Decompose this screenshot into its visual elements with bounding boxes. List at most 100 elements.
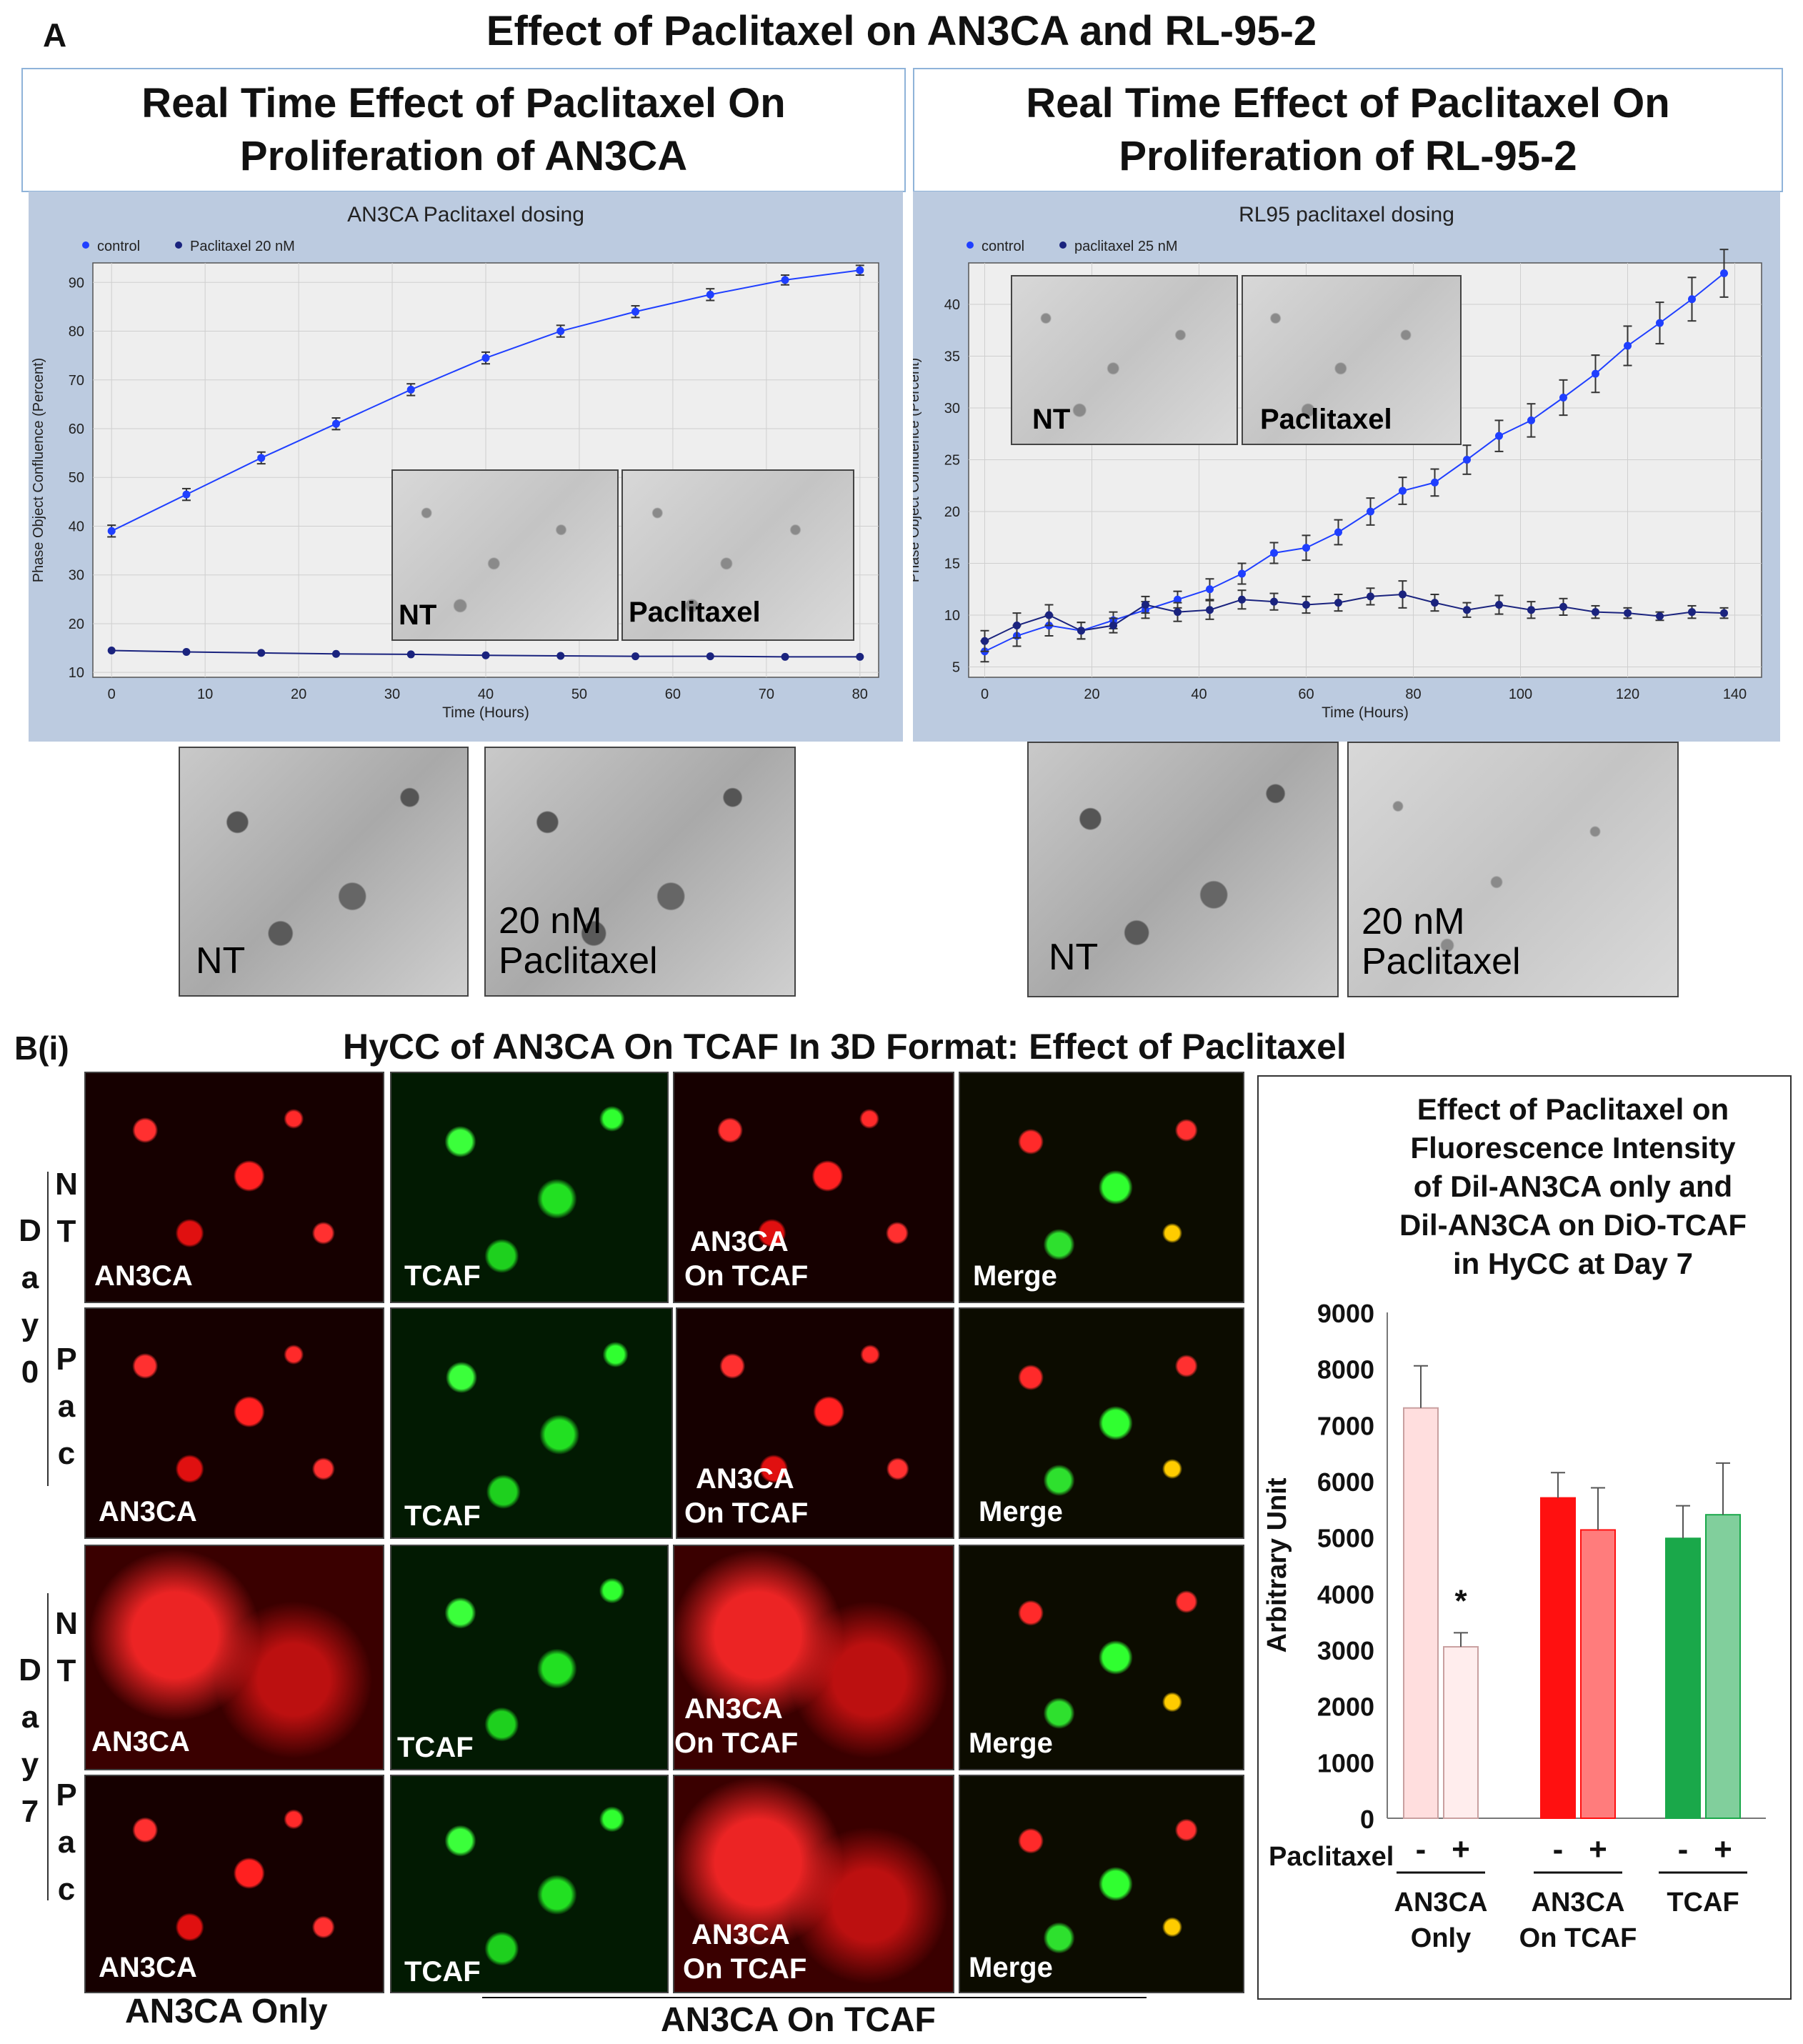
bar-y-tick-label: 4000 (1317, 1580, 1374, 1609)
an3ca-data-point (331, 419, 340, 428)
an3ca-data-point (107, 646, 116, 654)
pac-letter: c (57, 1872, 76, 1907)
rl95-x-tick-label: 0 (981, 687, 989, 702)
day0-pac-label: P a c (50, 1336, 83, 1477)
day7-letter: y (21, 1747, 39, 1782)
image-label: TCAF (404, 1956, 481, 1988)
rl95-data-point (1077, 627, 1085, 635)
rl95-inset-nt-image: NT (1011, 275, 1238, 445)
rl95-data-point (1720, 609, 1728, 617)
rl95-y-tick-label: 30 (944, 401, 960, 417)
bar-sign-label: + (1714, 1832, 1732, 1867)
an3ca-data-point (856, 266, 864, 274)
image-label: Merge (969, 1728, 1053, 1759)
an3ca-x-tick-label: 80 (852, 687, 868, 702)
an3ca-x-tick-label: 40 (478, 687, 494, 702)
footer-an3ca-only: AN3CA Only (125, 1993, 328, 2030)
rl95-data-point (1527, 416, 1535, 424)
rl95-x-tick-label: 100 (1509, 687, 1532, 702)
an3ca-brightfield-nt: NT (179, 747, 469, 997)
an3ca-data-point (706, 290, 714, 299)
left-header-line1: Real Time Effect of Paclitaxel On (141, 80, 786, 126)
rl95-x-tick-label: 120 (1616, 687, 1639, 702)
rl95-data-point (1238, 569, 1246, 578)
rl95-data-point (1174, 608, 1182, 617)
image-label: AN3CA (690, 1226, 789, 1257)
rl95-data-point (1334, 528, 1342, 537)
rl95-data-point (1656, 612, 1664, 620)
rl95-data-point (1142, 601, 1149, 609)
rl95-y-tick-label: 10 (944, 608, 960, 624)
bar-group-label: Only (1411, 1923, 1471, 1953)
bar-y-tick-label: 7000 (1317, 1411, 1374, 1440)
an3ca-x-tick-label: 0 (108, 687, 116, 702)
rl95-data-point (1367, 592, 1374, 601)
rl95-series-line (984, 272, 1725, 652)
rl95-data-point (1302, 601, 1310, 609)
an3ca-data-point (781, 652, 789, 661)
bar-y-tick-label: 2000 (1317, 1692, 1374, 1722)
rl95-data-point (1302, 544, 1310, 552)
bar-group-label: On TCAF (1519, 1923, 1637, 1953)
an3ca-inset-nt-image: NT (391, 469, 619, 641)
image-label: Merge (973, 1260, 1057, 1292)
rl95-legend-label: paclitaxel 25 nM (1074, 239, 1178, 254)
an3ca-y-tick-label: 70 (69, 373, 84, 389)
day0-bracket (47, 1172, 49, 1486)
rl95-data-point (1399, 487, 1407, 495)
panel-a-title: Effect of Paclitaxel on AN3CA and RL-95-… (486, 8, 1317, 54)
left-header: Real Time Effect of Paclitaxel On Prolif… (21, 68, 906, 192)
an3ca-data-point (406, 385, 415, 394)
image-label: AN3CA (94, 1260, 193, 1292)
nt-letter: N (55, 1167, 78, 1202)
day7-letter: D (19, 1652, 41, 1687)
pac-letter: P (56, 1342, 77, 1377)
bar-y-tick-label: 5000 (1317, 1524, 1374, 1553)
rl95-title: RL95 paclitaxel dosing (1239, 203, 1454, 226)
bar-chart-box: Effect of Paclitaxel on Fluorescence Inte… (1257, 1075, 1792, 2000)
rl95-y-tick-label: 5 (952, 660, 960, 676)
rl95-brightfield-nt-label: NT (1049, 937, 1099, 978)
pac-letter: c (57, 1436, 76, 1471)
day0-nt-an3ca-image: AN3CA (84, 1072, 384, 1303)
an3ca-data-point (556, 652, 565, 660)
an3ca-x-tick-label: 30 (384, 687, 400, 702)
rl95-data-point (1045, 611, 1053, 619)
an3ca-data-point (781, 276, 789, 284)
bar (1443, 1646, 1479, 1819)
nt-letter: T (56, 1214, 76, 1249)
image-label: TCAF (397, 1732, 474, 1763)
bar-significance-mark: * (1454, 1583, 1467, 1618)
rl95-x-tick-label: 80 (1405, 687, 1421, 702)
an3ca-x-tick-label: 50 (571, 687, 587, 702)
day7-label: D a y 7 (16, 1647, 44, 1835)
rl95-x-tick-label: 40 (1191, 687, 1207, 702)
bar (1705, 1514, 1741, 1819)
image-label: On TCAF (674, 1728, 799, 1759)
rl95-y-axis-label: Phase Object Confluence (Percent) (913, 358, 922, 583)
image-label: Merge (969, 1952, 1053, 1983)
rl95-data-point (1559, 394, 1567, 402)
rl95-data-point (1174, 595, 1182, 604)
day7-nt-an3ca-image: AN3CA (84, 1545, 384, 1770)
day0-nt-merge-image: Merge (959, 1072, 1244, 1303)
an3ca-y-tick-label: 10 (69, 665, 84, 681)
an3ca-data-point (257, 454, 266, 462)
day7-letter: a (21, 1700, 39, 1735)
an3ca-legend-marker (82, 241, 89, 249)
bar-y-tick-label: 0 (1360, 1805, 1374, 1834)
an3ca-x-tick-label: 20 (291, 687, 306, 702)
right-header: Real Time Effect of Paclitaxel On Prolif… (913, 68, 1783, 192)
panel-a-letter: A (43, 16, 67, 54)
an3ca-legend-marker (175, 241, 182, 249)
rl95-brightfield-paclitaxel: 20 nM Paclitaxel (1347, 742, 1679, 997)
an3ca-x-tick-label: 10 (197, 687, 213, 702)
image-label: On TCAF (683, 1953, 807, 1985)
rl95-data-point (1624, 342, 1632, 350)
an3ca-inset-paclitaxel-label: Paclitaxel (629, 597, 761, 628)
image-label: TCAF (404, 1500, 481, 1532)
image-label: On TCAF (684, 1260, 809, 1292)
rl95-y-tick-label: 15 (944, 557, 960, 572)
day7-nt-label: N T (50, 1600, 83, 1695)
an3ca-data-point (182, 490, 191, 499)
